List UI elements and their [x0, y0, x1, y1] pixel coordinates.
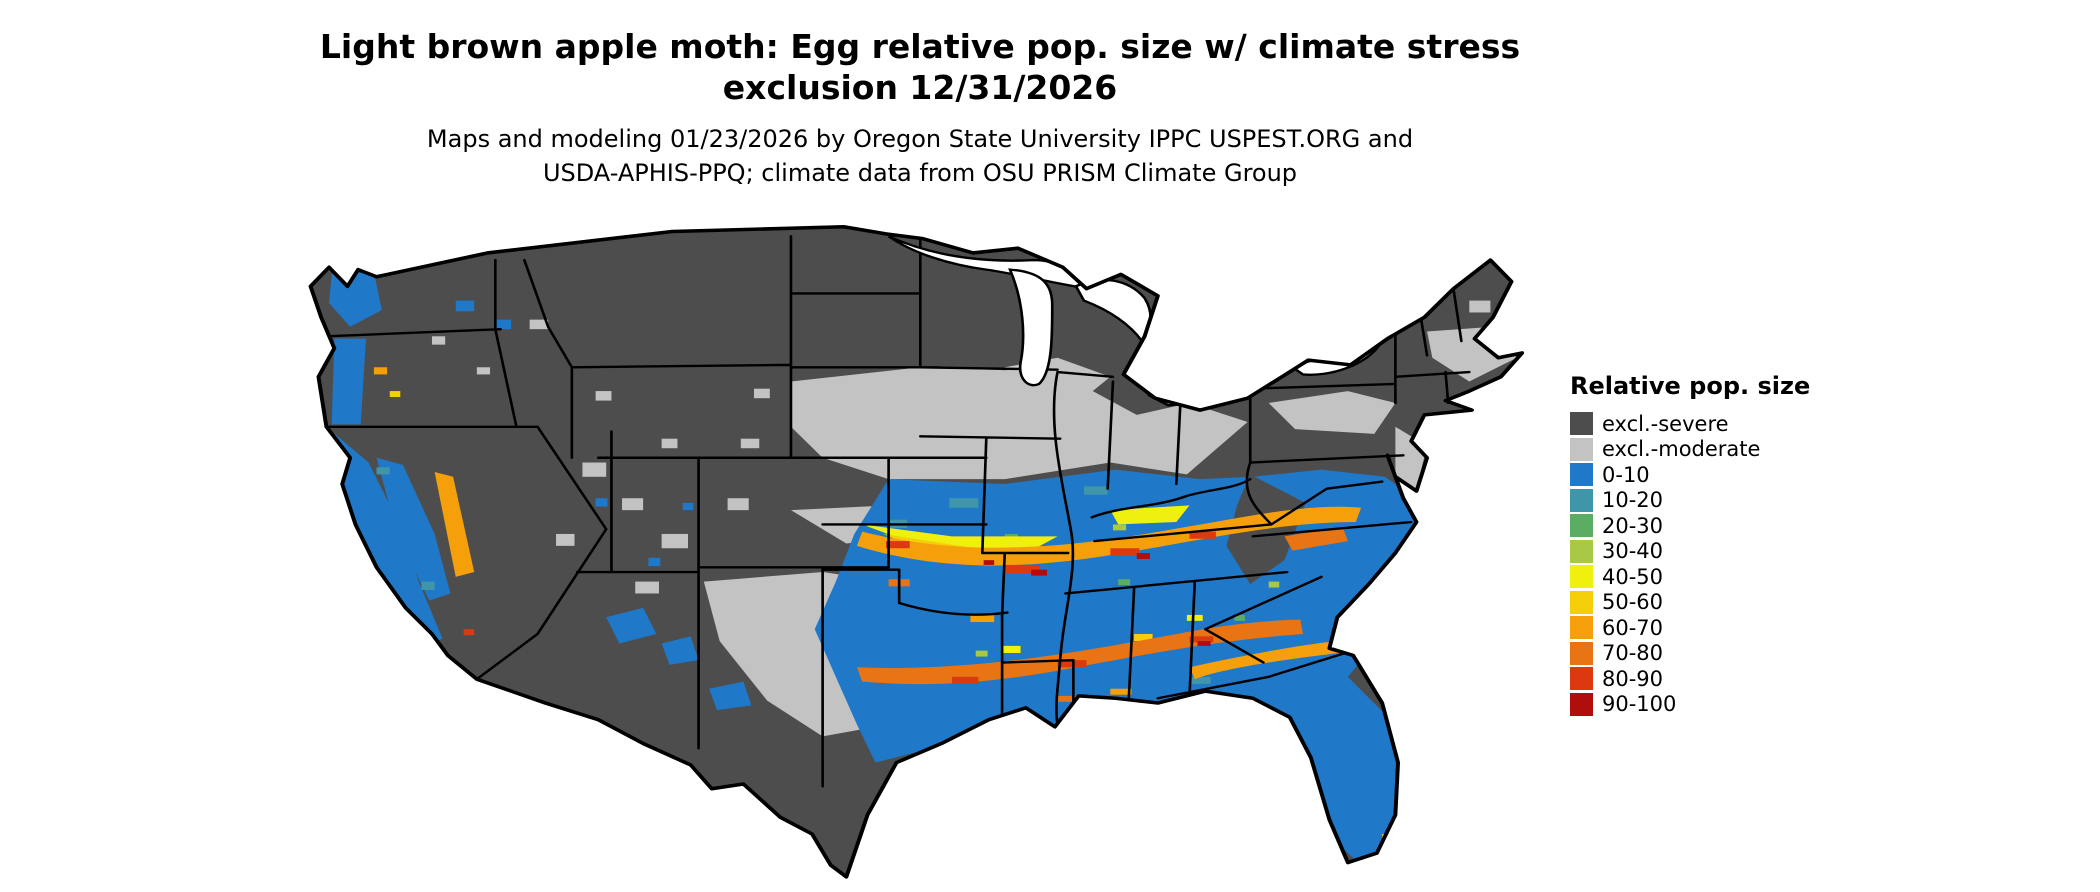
legend-swatch: [1570, 616, 1593, 640]
legend-swatch: [1570, 463, 1593, 487]
legend-label: 30-40: [1602, 539, 1664, 564]
legend-label: 60-70: [1602, 615, 1664, 640]
legend-item: 70-80: [1570, 641, 1810, 667]
map-subtitle-line1: Maps and modeling 01/23/2026 by Oregon S…: [426, 125, 1414, 153]
legend-swatch: [1570, 692, 1593, 716]
legend-item: 90-100: [1570, 692, 1810, 718]
legend-swatch: [1570, 437, 1593, 461]
map-title-line2: exclusion 12/31/2026: [722, 68, 1118, 107]
zone-30-40: [975, 524, 1280, 657]
legend-swatch: [1570, 488, 1593, 512]
legend-label: 80-90: [1602, 666, 1664, 691]
legend-item: 60-70: [1570, 615, 1810, 641]
lake-michigan-shape: [1008, 268, 1054, 387]
legend-item: 40-50: [1570, 564, 1810, 590]
us-map-svg: [308, 224, 1525, 879]
legend-label: 20-30: [1602, 513, 1664, 538]
legend-item: 30-40: [1570, 539, 1810, 565]
legend-label: excl.-moderate: [1602, 437, 1761, 462]
state-boundaries: [325, 232, 1471, 788]
legend-item: 80-90: [1570, 666, 1810, 692]
zone-0-10: [329, 272, 1428, 873]
legend-label: 0-10: [1602, 462, 1650, 487]
subtitle-block: Maps and modeling 01/23/2026 by Oregon S…: [0, 122, 1840, 190]
legend-item: 10-20: [1570, 488, 1810, 514]
legend-swatch: [1570, 565, 1593, 589]
title-block: Light brown apple moth: Egg relative pop…: [0, 26, 1840, 190]
map-subtitle-line2: USDA-APHIS-PPQ; climate data from OSU PR…: [542, 159, 1298, 187]
us-outline: [308, 224, 1525, 879]
us-map: [300, 222, 1530, 884]
zone-40-50: [862, 505, 1377, 864]
legend-item: excl.-severe: [1570, 411, 1810, 437]
legend-label: 10-20: [1602, 488, 1664, 513]
legend-label: excl.-severe: [1602, 411, 1729, 436]
legend-label: 50-60: [1602, 590, 1664, 615]
legend-item: 20-30: [1570, 513, 1810, 539]
map-title-line1: Light brown apple moth: Egg relative pop…: [319, 27, 1521, 66]
legend-label: 70-80: [1602, 641, 1664, 666]
legend-swatch: [1570, 641, 1593, 665]
legend-swatch: [1570, 514, 1593, 538]
zone-90-100: [983, 553, 1211, 646]
legend: Relative pop. size excl.-severe excl.-mo…: [1570, 372, 1810, 717]
legend-swatch: [1570, 412, 1593, 436]
legend-item: 0-10: [1570, 462, 1810, 488]
legend-swatch: [1570, 667, 1593, 691]
legend-item: excl.-moderate: [1570, 437, 1810, 463]
legend-swatch: [1570, 590, 1593, 614]
legend-swatch: [1570, 539, 1593, 563]
legend-label: 90-100: [1602, 692, 1677, 717]
legend-item: 50-60: [1570, 590, 1810, 616]
legend-label: 40-50: [1602, 564, 1664, 589]
legend-title: Relative pop. size: [1570, 372, 1811, 400]
